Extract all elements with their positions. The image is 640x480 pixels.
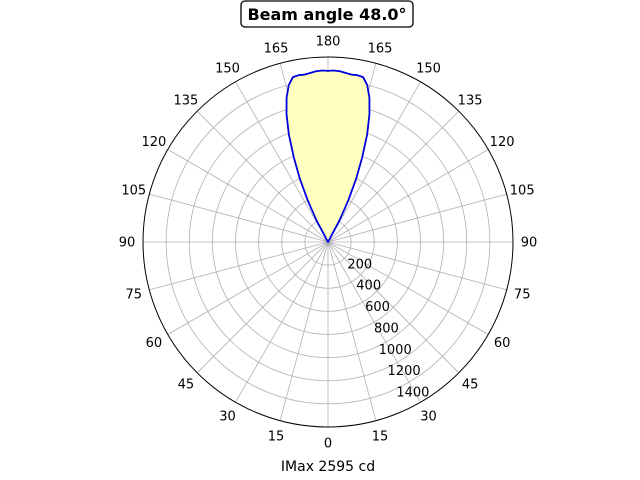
angle-gridline	[149, 193, 329, 243]
angle-gridline	[167, 149, 329, 243]
radial-tick-label: 200	[347, 257, 372, 272]
angle-tick-label: 165	[264, 41, 289, 56]
radial-tick-label: 400	[356, 279, 381, 294]
angle-gridline	[327, 241, 507, 291]
angle-tick-label: 60	[146, 336, 163, 351]
angle-tick-label: 180	[316, 35, 341, 50]
angle-tick-label: 45	[178, 378, 195, 393]
angle-tick-labels: 180 1651501351201059075604530150153045607…	[119, 35, 538, 452]
angle-gridline	[327, 241, 460, 374]
radial-tick-label: 1000	[379, 343, 412, 358]
angle-tick-label: 150	[215, 61, 240, 76]
polar-frame	[142, 56, 514, 428]
angle-tick-label: 120	[490, 135, 515, 150]
angle-tick-label: 165	[368, 41, 393, 56]
angle-tick-label: 75	[514, 288, 531, 303]
angle-tick-label: 0	[324, 437, 332, 452]
angle-tick-label: 15	[268, 430, 285, 445]
radial-tick-labels: 200 400 600 800 1000 1200 1400	[347, 257, 429, 400]
angle-gridline	[327, 241, 489, 335]
angle-tick-label: 105	[510, 184, 535, 199]
angle-gridline	[327, 81, 421, 243]
chart-title-box: Beam angle 48.0°	[240, 0, 414, 28]
angle-gridline	[196, 110, 329, 243]
angle-gridline	[235, 81, 329, 243]
angle-tick-label: 135	[458, 93, 483, 108]
angle-gridline	[327, 241, 377, 421]
angle-gridline	[327, 110, 460, 243]
angle-tick-label: 15	[372, 430, 389, 445]
angle-tick-label: 30	[420, 410, 437, 425]
angle-tick-label: 135	[173, 93, 198, 108]
x-axis-label: IMax 2595 cd	[281, 459, 375, 475]
angle-gridline	[327, 149, 489, 243]
radial-tick-label: 1400	[396, 386, 429, 401]
angle-tick-label: 75	[126, 288, 143, 303]
angle-gridline	[327, 193, 507, 243]
angle-gridline	[167, 241, 329, 335]
angle-gridline	[196, 241, 329, 374]
beam-line	[285, 69, 371, 243]
angle-gridline	[149, 241, 329, 291]
radial-tick-label: 600	[365, 300, 390, 315]
angle-gridline	[235, 241, 329, 403]
angle-tick-label: 60	[494, 336, 511, 351]
radial-tick-label: 800	[374, 322, 399, 337]
angle-gridline	[327, 241, 421, 403]
beam-series	[285, 69, 371, 243]
chart-title: Beam angle 48.0°	[247, 5, 406, 24]
angle-gridline	[279, 241, 329, 421]
radial-tick-label: 1200	[388, 364, 421, 379]
angle-tick-label: 150	[416, 61, 441, 76]
angle-tick-label: 120	[141, 135, 166, 150]
angle-tick-label: 90	[119, 236, 136, 251]
angle-tick-label: 45	[462, 378, 479, 393]
angle-tick-label: 30	[219, 410, 236, 425]
angle-tick-label: 105	[121, 184, 146, 199]
angle-tick-label: 90	[521, 236, 538, 251]
beam-fill	[286, 70, 370, 243]
